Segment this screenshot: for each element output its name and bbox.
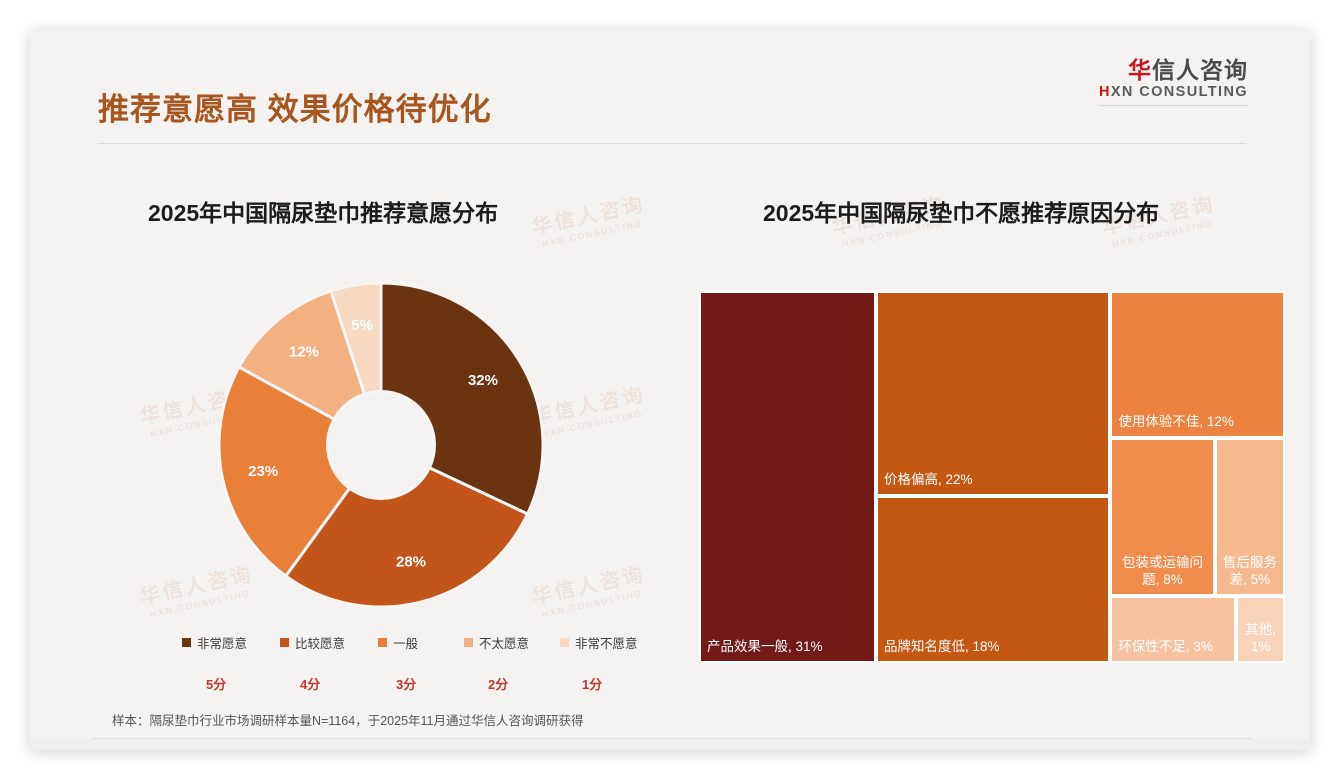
watermark-en: HXN CONSULTING — [541, 218, 644, 250]
donut-slice-label: 28% — [396, 553, 426, 570]
treemap-tile-label: 品牌知名度低, 18% — [883, 639, 1000, 655]
legend-item[interactable]: 比较愿意 — [280, 633, 345, 652]
treemap-tile-label: 使用体验不佳, 12% — [1118, 414, 1234, 430]
logo-en-rest: XN CONSULTING — [1110, 84, 1248, 101]
donut-slice-label: 32% — [468, 372, 498, 389]
treemap-tile-label: 环保性不足, 3% — [1118, 639, 1213, 655]
left-chart-title: 2025年中国隔尿垫巾推荐意愿分布 — [148, 200, 499, 226]
legend-label: 非常不愿意 — [575, 637, 638, 651]
score-label: 2分 — [488, 677, 509, 692]
donut-slice-label: 12% — [289, 343, 319, 360]
legend-item[interactable]: 一般 — [378, 633, 418, 652]
score-label: 5分 — [206, 677, 227, 692]
logo-chinese-text: 华信人咨询 — [1099, 58, 1248, 82]
score-label: 1分 — [582, 677, 603, 692]
donut-legend: 非常愿意 比较愿意 一般 不太愿意 非常不愿意 — [182, 633, 662, 651]
watermark-cn: 华信人咨询 — [530, 193, 648, 239]
treemap-tile-label: 价格偏高, 22% — [883, 471, 973, 487]
logo-cn-accent-char: 华 — [1128, 57, 1152, 83]
donut-slice[interactable] — [379, 281, 545, 516]
company-logo: 华信人咨询 HXN CONSULTING — [1098, 58, 1248, 107]
legend-swatch-icon — [280, 638, 289, 647]
slide-header: 推荐意愿高 效果价格待优化 华信人咨询 HXN CONSULTING — [30, 30, 1310, 144]
legend-swatch-icon — [560, 638, 569, 647]
donut-svg: 32% 28% 23% 12% 5% — [217, 281, 545, 609]
slide-canvas: 推荐意愿高 效果价格待优化 华信人咨询 HXN CONSULTING 华信人咨询… — [30, 30, 1310, 750]
logo-cn-rest: 信人咨询 — [1152, 57, 1248, 83]
treemap-tile-label: 售后服务差, 5% — [1222, 555, 1277, 588]
logo-english-text: HXN CONSULTING — [1099, 84, 1248, 100]
legend-label: 一般 — [393, 637, 419, 651]
legend-label: 不太愿意 — [479, 637, 530, 651]
donut-slice[interactable] — [237, 289, 367, 422]
logo-en-accent-char: H — [1098, 84, 1111, 101]
donut-slice[interactable] — [283, 465, 530, 609]
footer-divider — [92, 738, 1252, 739]
donut-slice[interactable] — [329, 281, 383, 397]
legend-item[interactable]: 非常不愿意 — [560, 633, 638, 652]
legend-swatch-icon — [378, 638, 387, 647]
recommendation-willingness-donut: 32% 28% 23% 12% 5% — [216, 280, 546, 610]
treemap-tile[interactable]: 品牌知名度低, 18% — [875, 495, 1111, 663]
header-divider — [98, 143, 1246, 144]
treemap-tile-label: 包装或运输问题, 8% — [1122, 555, 1203, 588]
treemap-tile-label: 产品效果一般, 31% — [707, 639, 823, 655]
legend-swatch-icon — [182, 638, 191, 647]
sample-footnote: 样本：隔尿垫巾行业市场调研样本量N=1164，于2025年11月通过华信人咨询调… — [112, 714, 584, 728]
legend-swatch-icon — [464, 638, 473, 647]
legend-label: 比较愿意 — [295, 637, 346, 651]
treemap-tile-label: 其他, 1% — [1245, 622, 1277, 655]
right-chart-title: 2025年中国隔尿垫巾不愿推荐原因分布 — [763, 200, 1160, 226]
donut-score-row: 5分 4分 3分 2分 1分 — [182, 674, 662, 692]
legend-item[interactable]: 非常愿意 — [182, 633, 247, 652]
treemap-tile[interactable]: 其他, 1% — [1236, 596, 1285, 663]
treemap-tile[interactable]: 环保性不足, 3% — [1110, 596, 1237, 663]
score-label: 4分 — [300, 677, 321, 692]
slide-footer: ©2026.1 HXR华信人咨询 www.hxrcon.com — [30, 739, 1310, 750]
treemap-tile[interactable]: 价格偏高, 22% — [875, 291, 1111, 496]
page-title: 推荐意愿高 效果价格待优化 — [98, 92, 492, 127]
donut-slice-label: 23% — [248, 463, 278, 480]
legend-item[interactable]: 不太愿意 — [464, 633, 529, 652]
treemap-tile[interactable]: 售后服务差, 5% — [1214, 437, 1285, 597]
treemap-tile[interactable]: 包装或运输问题, 8% — [1110, 437, 1215, 597]
legend-label: 非常愿意 — [197, 637, 248, 651]
donut-slice[interactable] — [217, 364, 352, 579]
treemap-tile[interactable]: 使用体验不佳, 12% — [1110, 291, 1285, 438]
treemap-tile[interactable]: 产品效果一般, 31% — [699, 291, 876, 663]
score-label: 3分 — [396, 677, 417, 692]
donut-slice-label: 5% — [351, 317, 373, 334]
logo-underline — [1098, 105, 1248, 107]
unwilling-reasons-treemap: 产品效果一般, 31% 价格偏高, 22% 品牌知名度低, 18% 使用体验不佳, 1… — [699, 291, 1285, 663]
